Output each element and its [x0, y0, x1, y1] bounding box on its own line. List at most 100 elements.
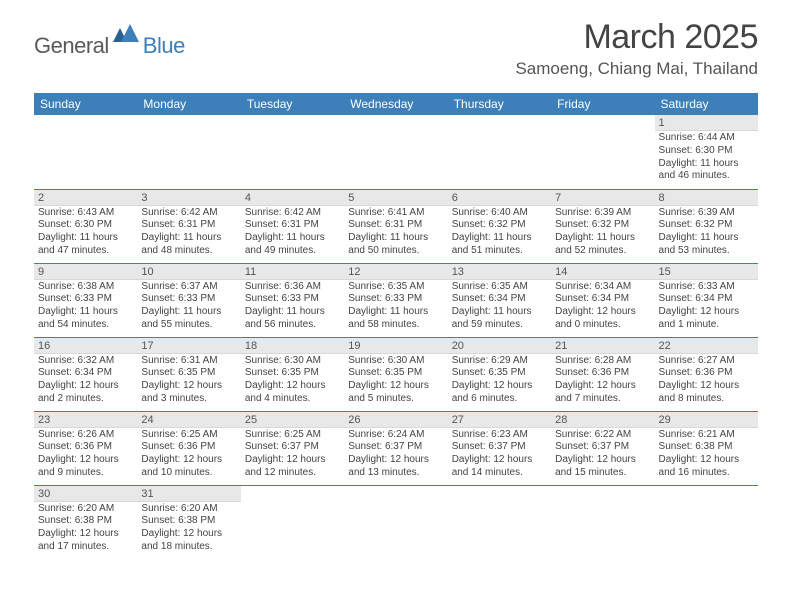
day-number: 15 [655, 264, 758, 280]
day-details: Sunrise: 6:25 AMSunset: 6:36 PMDaylight:… [137, 428, 240, 482]
calendar-week: 23Sunrise: 6:26 AMSunset: 6:36 PMDayligh… [34, 411, 758, 485]
day-details: Sunrise: 6:42 AMSunset: 6:31 PMDaylight:… [241, 206, 344, 260]
calendar-cell: 4Sunrise: 6:42 AMSunset: 6:31 PMDaylight… [241, 189, 344, 263]
day-details: Sunrise: 6:24 AMSunset: 6:37 PMDaylight:… [344, 428, 447, 482]
calendar-cell: 30Sunrise: 6:20 AMSunset: 6:38 PMDayligh… [34, 485, 137, 559]
calendar-cell: 10Sunrise: 6:37 AMSunset: 6:33 PMDayligh… [137, 263, 240, 337]
dayname-header: Wednesday [344, 93, 447, 115]
calendar-head: SundayMondayTuesdayWednesdayThursdayFrid… [34, 93, 758, 115]
calendar-cell [551, 115, 654, 189]
calendar-week: 16Sunrise: 6:32 AMSunset: 6:34 PMDayligh… [34, 337, 758, 411]
calendar-cell: 1Sunrise: 6:44 AMSunset: 6:30 PMDaylight… [655, 115, 758, 189]
day-number: 26 [344, 412, 447, 428]
day-details: Sunrise: 6:20 AMSunset: 6:38 PMDaylight:… [137, 502, 240, 556]
calendar-cell: 28Sunrise: 6:22 AMSunset: 6:37 PMDayligh… [551, 411, 654, 485]
calendar-cell: 5Sunrise: 6:41 AMSunset: 6:31 PMDaylight… [344, 189, 447, 263]
calendar-cell: 23Sunrise: 6:26 AMSunset: 6:36 PMDayligh… [34, 411, 137, 485]
day-details: Sunrise: 6:34 AMSunset: 6:34 PMDaylight:… [551, 280, 654, 334]
day-number: 20 [448, 338, 551, 354]
calendar-cell: 18Sunrise: 6:30 AMSunset: 6:35 PMDayligh… [241, 337, 344, 411]
calendar-cell: 22Sunrise: 6:27 AMSunset: 6:36 PMDayligh… [655, 337, 758, 411]
calendar-cell: 14Sunrise: 6:34 AMSunset: 6:34 PMDayligh… [551, 263, 654, 337]
day-number: 25 [241, 412, 344, 428]
calendar-cell: 12Sunrise: 6:35 AMSunset: 6:33 PMDayligh… [344, 263, 447, 337]
calendar-cell: 31Sunrise: 6:20 AMSunset: 6:38 PMDayligh… [137, 485, 240, 559]
logo-text-blue: Blue [143, 33, 185, 59]
calendar-cell: 8Sunrise: 6:39 AMSunset: 6:32 PMDaylight… [655, 189, 758, 263]
calendar-body: 1Sunrise: 6:44 AMSunset: 6:30 PMDaylight… [34, 115, 758, 559]
day-number: 4 [241, 190, 344, 206]
calendar-cell [137, 115, 240, 189]
calendar-cell [241, 115, 344, 189]
dayname-header: Sunday [34, 93, 137, 115]
dayname-header: Tuesday [241, 93, 344, 115]
day-number: 24 [137, 412, 240, 428]
day-details: Sunrise: 6:22 AMSunset: 6:37 PMDaylight:… [551, 428, 654, 482]
day-number: 18 [241, 338, 344, 354]
calendar-cell: 25Sunrise: 6:25 AMSunset: 6:37 PMDayligh… [241, 411, 344, 485]
day-details: Sunrise: 6:35 AMSunset: 6:33 PMDaylight:… [344, 280, 447, 334]
day-number: 2 [34, 190, 137, 206]
logo: General Blue [34, 24, 185, 67]
calendar-cell: 19Sunrise: 6:30 AMSunset: 6:35 PMDayligh… [344, 337, 447, 411]
day-number: 9 [34, 264, 137, 280]
dayname-header: Thursday [448, 93, 551, 115]
logo-text-general: General [34, 33, 109, 59]
calendar-cell: 24Sunrise: 6:25 AMSunset: 6:36 PMDayligh… [137, 411, 240, 485]
day-details: Sunrise: 6:36 AMSunset: 6:33 PMDaylight:… [241, 280, 344, 334]
day-number: 16 [34, 338, 137, 354]
day-number: 11 [241, 264, 344, 280]
calendar-cell: 26Sunrise: 6:24 AMSunset: 6:37 PMDayligh… [344, 411, 447, 485]
day-number: 10 [137, 264, 240, 280]
day-details: Sunrise: 6:26 AMSunset: 6:36 PMDaylight:… [34, 428, 137, 482]
day-details: Sunrise: 6:44 AMSunset: 6:30 PMDaylight:… [655, 131, 758, 185]
day-number: 28 [551, 412, 654, 428]
logo-flag-icon [113, 24, 141, 49]
day-number: 5 [344, 190, 447, 206]
day-number: 23 [34, 412, 137, 428]
day-details: Sunrise: 6:20 AMSunset: 6:38 PMDaylight:… [34, 502, 137, 556]
day-details: Sunrise: 6:38 AMSunset: 6:33 PMDaylight:… [34, 280, 137, 334]
calendar-cell [448, 115, 551, 189]
day-details: Sunrise: 6:30 AMSunset: 6:35 PMDaylight:… [344, 354, 447, 408]
day-details: Sunrise: 6:42 AMSunset: 6:31 PMDaylight:… [137, 206, 240, 260]
calendar-cell: 21Sunrise: 6:28 AMSunset: 6:36 PMDayligh… [551, 337, 654, 411]
calendar-cell: 6Sunrise: 6:40 AMSunset: 6:32 PMDaylight… [448, 189, 551, 263]
day-details: Sunrise: 6:32 AMSunset: 6:34 PMDaylight:… [34, 354, 137, 408]
calendar-cell: 2Sunrise: 6:43 AMSunset: 6:30 PMDaylight… [34, 189, 137, 263]
day-details: Sunrise: 6:29 AMSunset: 6:35 PMDaylight:… [448, 354, 551, 408]
calendar-cell [655, 485, 758, 559]
calendar-cell: 17Sunrise: 6:31 AMSunset: 6:35 PMDayligh… [137, 337, 240, 411]
calendar-week: 9Sunrise: 6:38 AMSunset: 6:33 PMDaylight… [34, 263, 758, 337]
calendar-cell [344, 485, 447, 559]
dayname-header: Saturday [655, 93, 758, 115]
day-details: Sunrise: 6:31 AMSunset: 6:35 PMDaylight:… [137, 354, 240, 408]
calendar-cell: 20Sunrise: 6:29 AMSunset: 6:35 PMDayligh… [448, 337, 551, 411]
dayname-header: Monday [137, 93, 240, 115]
day-details: Sunrise: 6:28 AMSunset: 6:36 PMDaylight:… [551, 354, 654, 408]
calendar-cell: 13Sunrise: 6:35 AMSunset: 6:34 PMDayligh… [448, 263, 551, 337]
calendar-cell: 15Sunrise: 6:33 AMSunset: 6:34 PMDayligh… [655, 263, 758, 337]
calendar-cell [34, 115, 137, 189]
calendar-cell: 9Sunrise: 6:38 AMSunset: 6:33 PMDaylight… [34, 263, 137, 337]
day-details: Sunrise: 6:30 AMSunset: 6:35 PMDaylight:… [241, 354, 344, 408]
calendar-cell: 27Sunrise: 6:23 AMSunset: 6:37 PMDayligh… [448, 411, 551, 485]
day-details: Sunrise: 6:25 AMSunset: 6:37 PMDaylight:… [241, 428, 344, 482]
calendar-week: 1Sunrise: 6:44 AMSunset: 6:30 PMDaylight… [34, 115, 758, 189]
day-details: Sunrise: 6:39 AMSunset: 6:32 PMDaylight:… [551, 206, 654, 260]
calendar-cell [344, 115, 447, 189]
day-details: Sunrise: 6:43 AMSunset: 6:30 PMDaylight:… [34, 206, 137, 260]
day-details: Sunrise: 6:37 AMSunset: 6:33 PMDaylight:… [137, 280, 240, 334]
day-number: 3 [137, 190, 240, 206]
location: Samoeng, Chiang Mai, Thailand [515, 59, 758, 79]
day-number: 31 [137, 486, 240, 502]
day-number: 7 [551, 190, 654, 206]
calendar-cell [551, 485, 654, 559]
day-details: Sunrise: 6:33 AMSunset: 6:34 PMDaylight:… [655, 280, 758, 334]
calendar-cell: 29Sunrise: 6:21 AMSunset: 6:38 PMDayligh… [655, 411, 758, 485]
day-number: 27 [448, 412, 551, 428]
day-number: 8 [655, 190, 758, 206]
calendar-week: 30Sunrise: 6:20 AMSunset: 6:38 PMDayligh… [34, 485, 758, 559]
calendar-cell [241, 485, 344, 559]
month-title: March 2025 [515, 18, 758, 57]
